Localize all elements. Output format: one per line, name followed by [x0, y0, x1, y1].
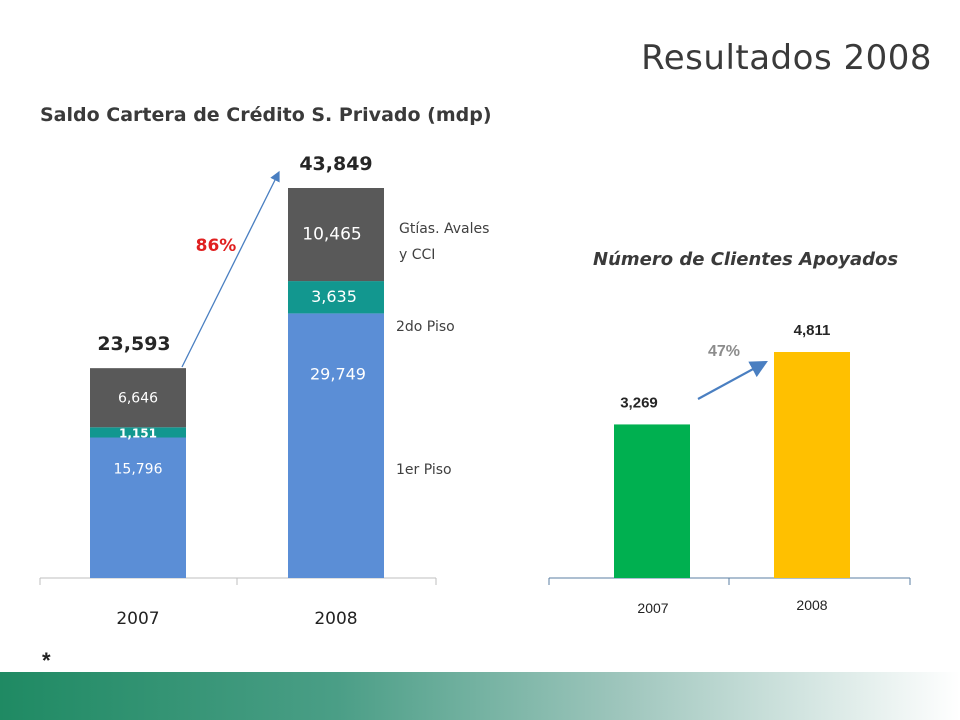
data-label: 10,465 [302, 225, 361, 245]
category-label: 2007 [116, 609, 159, 629]
growth-label: 47% [708, 343, 740, 360]
growth-arrow [697, 360, 768, 400]
bar [774, 352, 850, 578]
growth-arrow [181, 170, 280, 368]
data-label: 3,635 [311, 287, 357, 306]
bar-segment [90, 427, 186, 438]
bar-segment [288, 281, 384, 314]
bar-segment [90, 437, 186, 578]
footer-band [0, 672, 960, 720]
bar [614, 424, 690, 578]
chart2-title: Número de Clientes Apoyados [593, 249, 899, 270]
bar-segment [288, 313, 384, 578]
bar-segment [288, 188, 384, 282]
category-label: 2008 [314, 609, 357, 629]
data-label: 1,151 [119, 426, 157, 440]
chart1-title: Saldo Cartera de Crédito S. Privado (mdp… [40, 104, 492, 126]
growth-label: 86% [196, 236, 237, 256]
series-label: Gtías. Avales [399, 221, 489, 237]
value-label: 3,269 [620, 394, 658, 411]
category-label: 2008 [796, 597, 827, 613]
bar-segment [90, 368, 186, 428]
series-label: y CCI [399, 247, 435, 263]
value-label: 4,811 [794, 322, 831, 339]
series-label: 1er Piso [396, 462, 452, 478]
data-label: 29,749 [310, 364, 366, 383]
footnote: * [42, 648, 51, 673]
data-label: 15,796 [114, 462, 163, 478]
total-label: 43,849 [299, 153, 372, 175]
category-label: 2007 [637, 600, 668, 616]
data-label: 6,646 [118, 391, 158, 407]
series-label: 2do Piso [396, 319, 455, 335]
page-title: Resultados 2008 [641, 38, 932, 78]
total-label: 23,593 [97, 333, 170, 355]
